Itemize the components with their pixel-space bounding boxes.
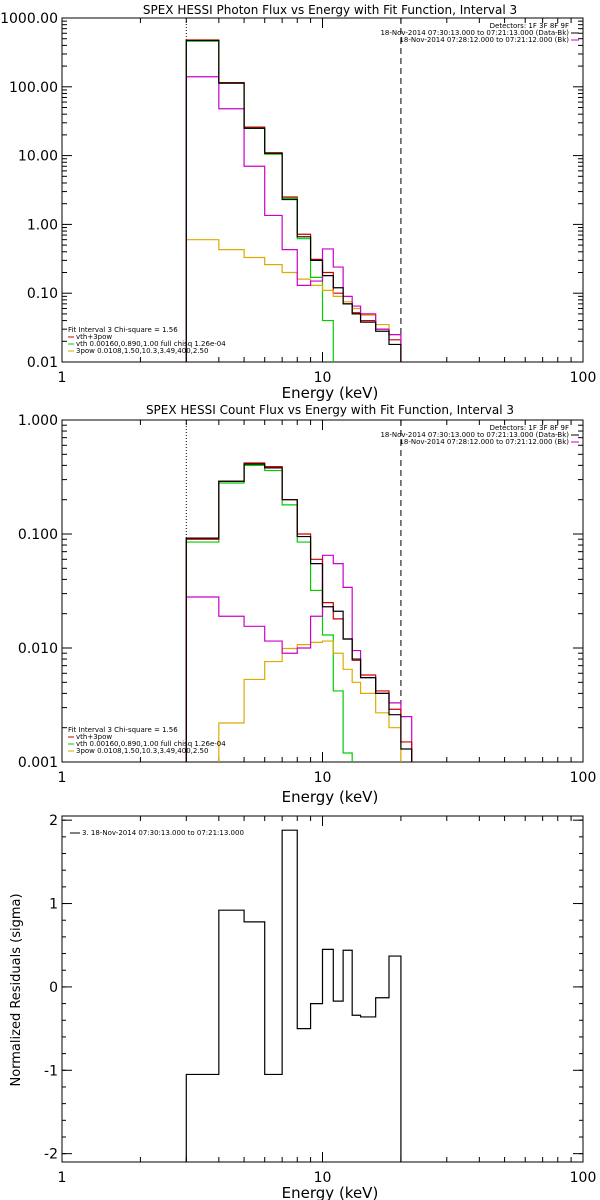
legend-top-entry: Detectors: 1F 3F 8F 9F <box>490 424 569 432</box>
series-group <box>185 829 402 1162</box>
x-tick-label: 100 <box>570 370 597 386</box>
series-line <box>185 463 413 762</box>
y-tick-label: 0.001 <box>18 755 58 771</box>
series-line <box>185 829 402 1162</box>
legend-bottom-entry: vth+3pow <box>76 333 112 341</box>
y-tick-label: 2 <box>49 813 58 829</box>
legend-bottom-entry: Fit Interval 3 Chi-square = 1.56 <box>68 326 178 334</box>
x-tick-label: 1 <box>58 370 67 386</box>
legend-top-entry: 18-Nov-2014 07:30:13.000 to 07:21:13.000… <box>380 29 569 37</box>
legend-bottom-entry: vth 0.00160,0.890,1.00 full chisq 1.26e-… <box>76 340 226 348</box>
series-line <box>185 76 402 362</box>
series-group <box>185 39 402 362</box>
legend-bottom-entry: 3pow 0.0108,1.50,10.3,3.49,400,2.50 <box>76 747 208 755</box>
legend-top-entry: 18-Nov-2014 07:28:12.000 to 07:21:12.000… <box>399 36 569 44</box>
x-tick-label: 1 <box>58 1170 67 1186</box>
series-line <box>185 39 402 362</box>
count-flux-panel: SPEX HESSI Count Flux vs Energy with Fit… <box>18 403 596 806</box>
legend-top-entry: Detectors: 1F 3F 8F 9F <box>490 22 569 30</box>
series-line <box>185 640 413 762</box>
chart-title: SPEX HESSI Count Flux vs Energy with Fit… <box>146 403 514 417</box>
y-tick-label: 0.10 <box>27 286 58 302</box>
y-tick-label: 0.100 <box>18 527 58 543</box>
x-tick-label: 1 <box>58 770 67 786</box>
legend-bottom-entry: vth+3pow <box>76 733 112 741</box>
y-tick-label: 1 <box>49 897 58 913</box>
y-tick-label: 100.00 <box>9 80 58 96</box>
x-tick-label: 100 <box>570 770 597 786</box>
legend-bottom-entry: vth 0.00160,0.890,1.00 full chisq 1.26e-… <box>76 740 226 748</box>
series-group <box>185 462 413 762</box>
residuals-panel: Energy (keV) Normalized Residuals (sigma… <box>9 813 596 1200</box>
y-tick-label: -2 <box>44 1147 58 1163</box>
legend-bottom-entry: Fit Interval 3 Chi-square = 1.56 <box>68 726 178 734</box>
x-tick-label: 10 <box>314 770 332 786</box>
y-tick-label: 0.01 <box>27 355 58 371</box>
x-axis-label: Energy (keV) <box>282 1184 379 1200</box>
series-line <box>185 462 413 762</box>
y-tick-label: -1 <box>44 1063 58 1079</box>
series-line <box>185 554 413 762</box>
y-tick-label: 0.010 <box>18 641 58 657</box>
y-tick-label: 1.000 <box>18 413 58 429</box>
y-tick-label: 0 <box>49 980 58 996</box>
legend-bottom-entry: 3pow 0.0108,1.50,10.3,3.49,400,2.50 <box>76 347 208 355</box>
y-tick-label: 1.00 <box>27 217 58 233</box>
x-axis-label: Energy (keV) <box>282 384 379 402</box>
y-axis-label: Normalized Residuals (sigma) <box>9 893 24 1086</box>
legend-top-entry: 18-Nov-2014 07:30:13.000 to 07:21:13.000… <box>380 431 569 439</box>
y-tick-label: 1000.00 <box>0 11 58 27</box>
y-tick-label: 10.00 <box>18 149 58 165</box>
x-tick-label: 10 <box>314 1170 332 1186</box>
residual-legend-text: 3. 18-Nov-2014 07:30:13.000 to 07:21:13.… <box>82 829 244 837</box>
x-axis-label: Energy (keV) <box>282 788 379 806</box>
photon-flux-panel: SPEX HESSI Photon Flux vs Energy with Fi… <box>0 3 596 402</box>
x-tick-label: 10 <box>314 370 332 386</box>
legend-top-entry: 18-Nov-2014 07:28:12.000 to 07:21:12.000… <box>399 438 569 446</box>
x-tick-label: 100 <box>570 1170 597 1186</box>
chart-title: SPEX HESSI Photon Flux vs Energy with Fi… <box>143 3 517 17</box>
